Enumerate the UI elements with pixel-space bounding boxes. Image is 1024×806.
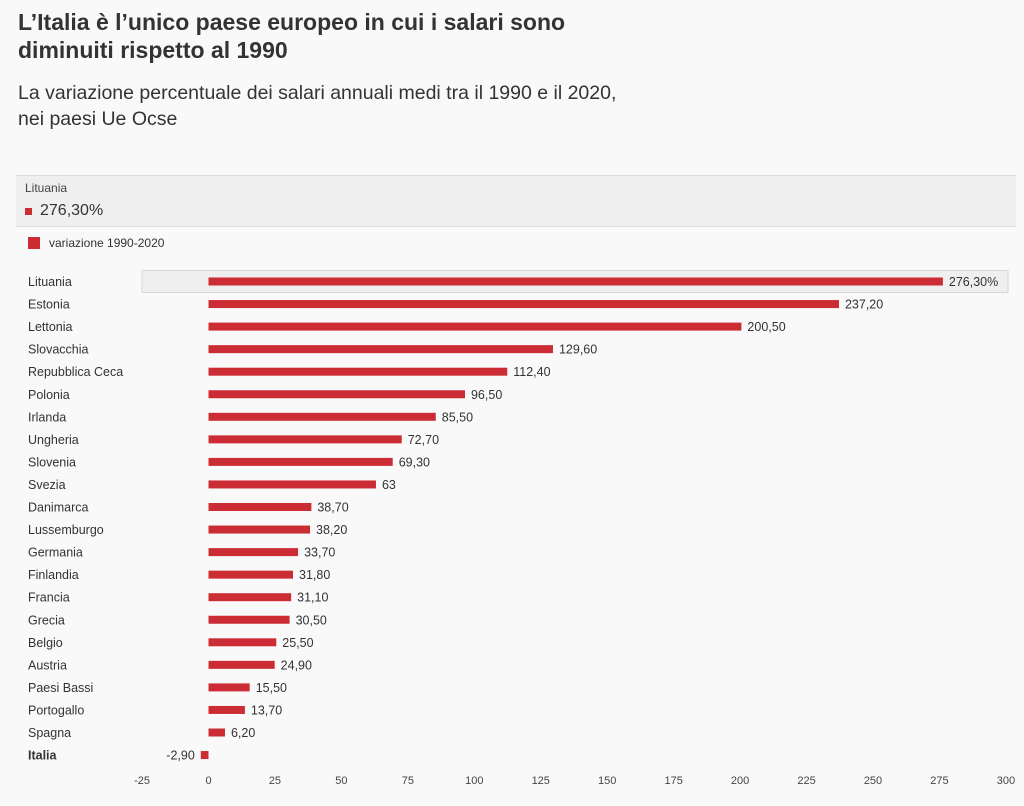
category-label-portogallo: Portogallo xyxy=(28,703,84,717)
legend-label: variazione 1990-2020 xyxy=(49,236,165,250)
x-tick-label: 25 xyxy=(269,775,281,787)
value-label-slovenia: 69,30 xyxy=(399,455,430,469)
tooltip-category: Lituania xyxy=(25,181,68,195)
bar-svezia[interactable] xyxy=(208,480,376,489)
category-label-italia: Italia xyxy=(28,749,58,763)
category-label-lettonia: Lettonia xyxy=(28,320,73,334)
bar-germania[interactable] xyxy=(208,548,299,557)
value-label-portogallo: 13,70 xyxy=(251,703,282,717)
bar-ungheria[interactable] xyxy=(208,435,402,444)
category-label-austria: Austria xyxy=(28,658,67,672)
bar-polonia[interactable] xyxy=(208,390,465,399)
bar-francia[interactable] xyxy=(208,593,292,602)
bar-danimarca[interactable] xyxy=(208,503,312,511)
x-tick-label: 0 xyxy=(205,775,211,787)
value-label-lituania: 276,30% xyxy=(949,275,998,289)
bar-paesi-bassi[interactable] xyxy=(208,683,250,692)
bar-lituania[interactable] xyxy=(208,277,943,286)
bar-spagna[interactable] xyxy=(208,728,225,737)
category-label-estonia: Estonia xyxy=(28,298,70,312)
bar-irlanda[interactable] xyxy=(208,412,436,421)
bar-grecia[interactable] xyxy=(208,615,290,624)
category-label-repubblica-ceca: Repubblica Ceca xyxy=(28,365,123,379)
category-label-slovacchia: Slovacchia xyxy=(28,343,88,357)
bar-austria[interactable] xyxy=(208,660,275,669)
value-label-finlandia: 31,80 xyxy=(299,568,330,582)
tooltip-value: 276,30% xyxy=(40,202,104,219)
tooltip-swatch xyxy=(25,208,32,215)
value-label-danimarca: 38,70 xyxy=(317,501,348,515)
value-label-polonia: 96,50 xyxy=(471,388,502,402)
value-label-italia: -2,90 xyxy=(166,749,195,763)
category-label-lituania: Lituania xyxy=(28,275,72,289)
category-label-spagna: Spagna xyxy=(28,726,71,740)
category-label-finlandia: Finlandia xyxy=(28,568,79,582)
category-label-germania: Germania xyxy=(28,546,83,560)
value-label-svezia: 63 xyxy=(382,478,396,492)
hover-tooltip: Lituania 276,30% xyxy=(16,175,1016,227)
bar-italia[interactable] xyxy=(200,751,209,760)
x-tick-label: 250 xyxy=(864,775,882,787)
value-label-belgio: 25,50 xyxy=(282,636,313,650)
x-tick-label: 200 xyxy=(731,775,749,787)
bar-finlandia[interactable] xyxy=(208,570,294,579)
category-label-polonia: Polonia xyxy=(28,388,70,402)
value-label-irlanda: 85,50 xyxy=(442,410,473,424)
x-tick-label: 150 xyxy=(598,775,616,787)
value-label-lettonia: 200,50 xyxy=(747,320,785,334)
x-tick-label: -25 xyxy=(134,775,150,787)
bar-repubblica-ceca[interactable] xyxy=(208,367,508,376)
category-label-belgio: Belgio xyxy=(28,636,63,650)
value-label-estonia: 237,20 xyxy=(845,298,883,312)
x-tick-label: 100 xyxy=(465,775,483,787)
x-tick-label: 225 xyxy=(797,775,815,787)
value-label-paesi-bassi: 15,50 xyxy=(256,681,287,695)
category-label-svezia: Svezia xyxy=(28,478,66,492)
value-label-austria: 24,90 xyxy=(281,658,312,672)
bar-lettonia[interactable] xyxy=(208,322,742,331)
x-tick-label: 75 xyxy=(402,775,414,787)
value-label-germania: 33,70 xyxy=(304,546,335,560)
value-label-spagna: 6,20 xyxy=(231,726,255,740)
bar-lussemburgo[interactable] xyxy=(208,525,311,534)
bar-slovacchia[interactable] xyxy=(208,345,553,354)
category-label-ungheria: Ungheria xyxy=(28,433,79,447)
bar-portogallo[interactable] xyxy=(208,705,245,714)
value-label-francia: 31,10 xyxy=(297,591,328,605)
x-tick-label: 125 xyxy=(532,775,550,787)
x-tick-label: 175 xyxy=(664,775,682,787)
chart-subtitle: La variazione percentuale dei salari ann… xyxy=(18,82,617,130)
category-label-danimarca: Danimarca xyxy=(28,501,88,515)
category-label-lussemburgo: Lussemburgo xyxy=(28,523,104,537)
x-tick-label: 275 xyxy=(930,775,948,787)
value-label-ungheria: 72,70 xyxy=(408,433,439,447)
category-label-francia: Francia xyxy=(28,591,70,605)
x-tick-label: 300 xyxy=(997,775,1015,787)
category-label-grecia: Grecia xyxy=(28,613,65,627)
bar-belgio[interactable] xyxy=(208,638,277,647)
category-label-slovenia: Slovenia xyxy=(28,455,76,469)
bar-slovenia[interactable] xyxy=(208,457,393,466)
value-label-slovacchia: 129,60 xyxy=(559,343,597,357)
category-label-irlanda: Irlanda xyxy=(28,410,66,424)
legend[interactable]: variazione 1990-2020 xyxy=(28,235,164,251)
value-label-repubblica-ceca: 112,40 xyxy=(513,365,550,379)
category-label-paesi-bassi: Paesi Bassi xyxy=(28,681,93,695)
chart-title: L’Italia è l’unico paese europeo in cui … xyxy=(18,9,566,63)
value-label-lussemburgo: 38,20 xyxy=(316,523,347,537)
bar-estonia[interactable] xyxy=(208,300,839,309)
legend-swatch xyxy=(28,237,40,249)
x-tick-label: 50 xyxy=(335,775,347,787)
value-label-grecia: 30,50 xyxy=(296,613,327,627)
